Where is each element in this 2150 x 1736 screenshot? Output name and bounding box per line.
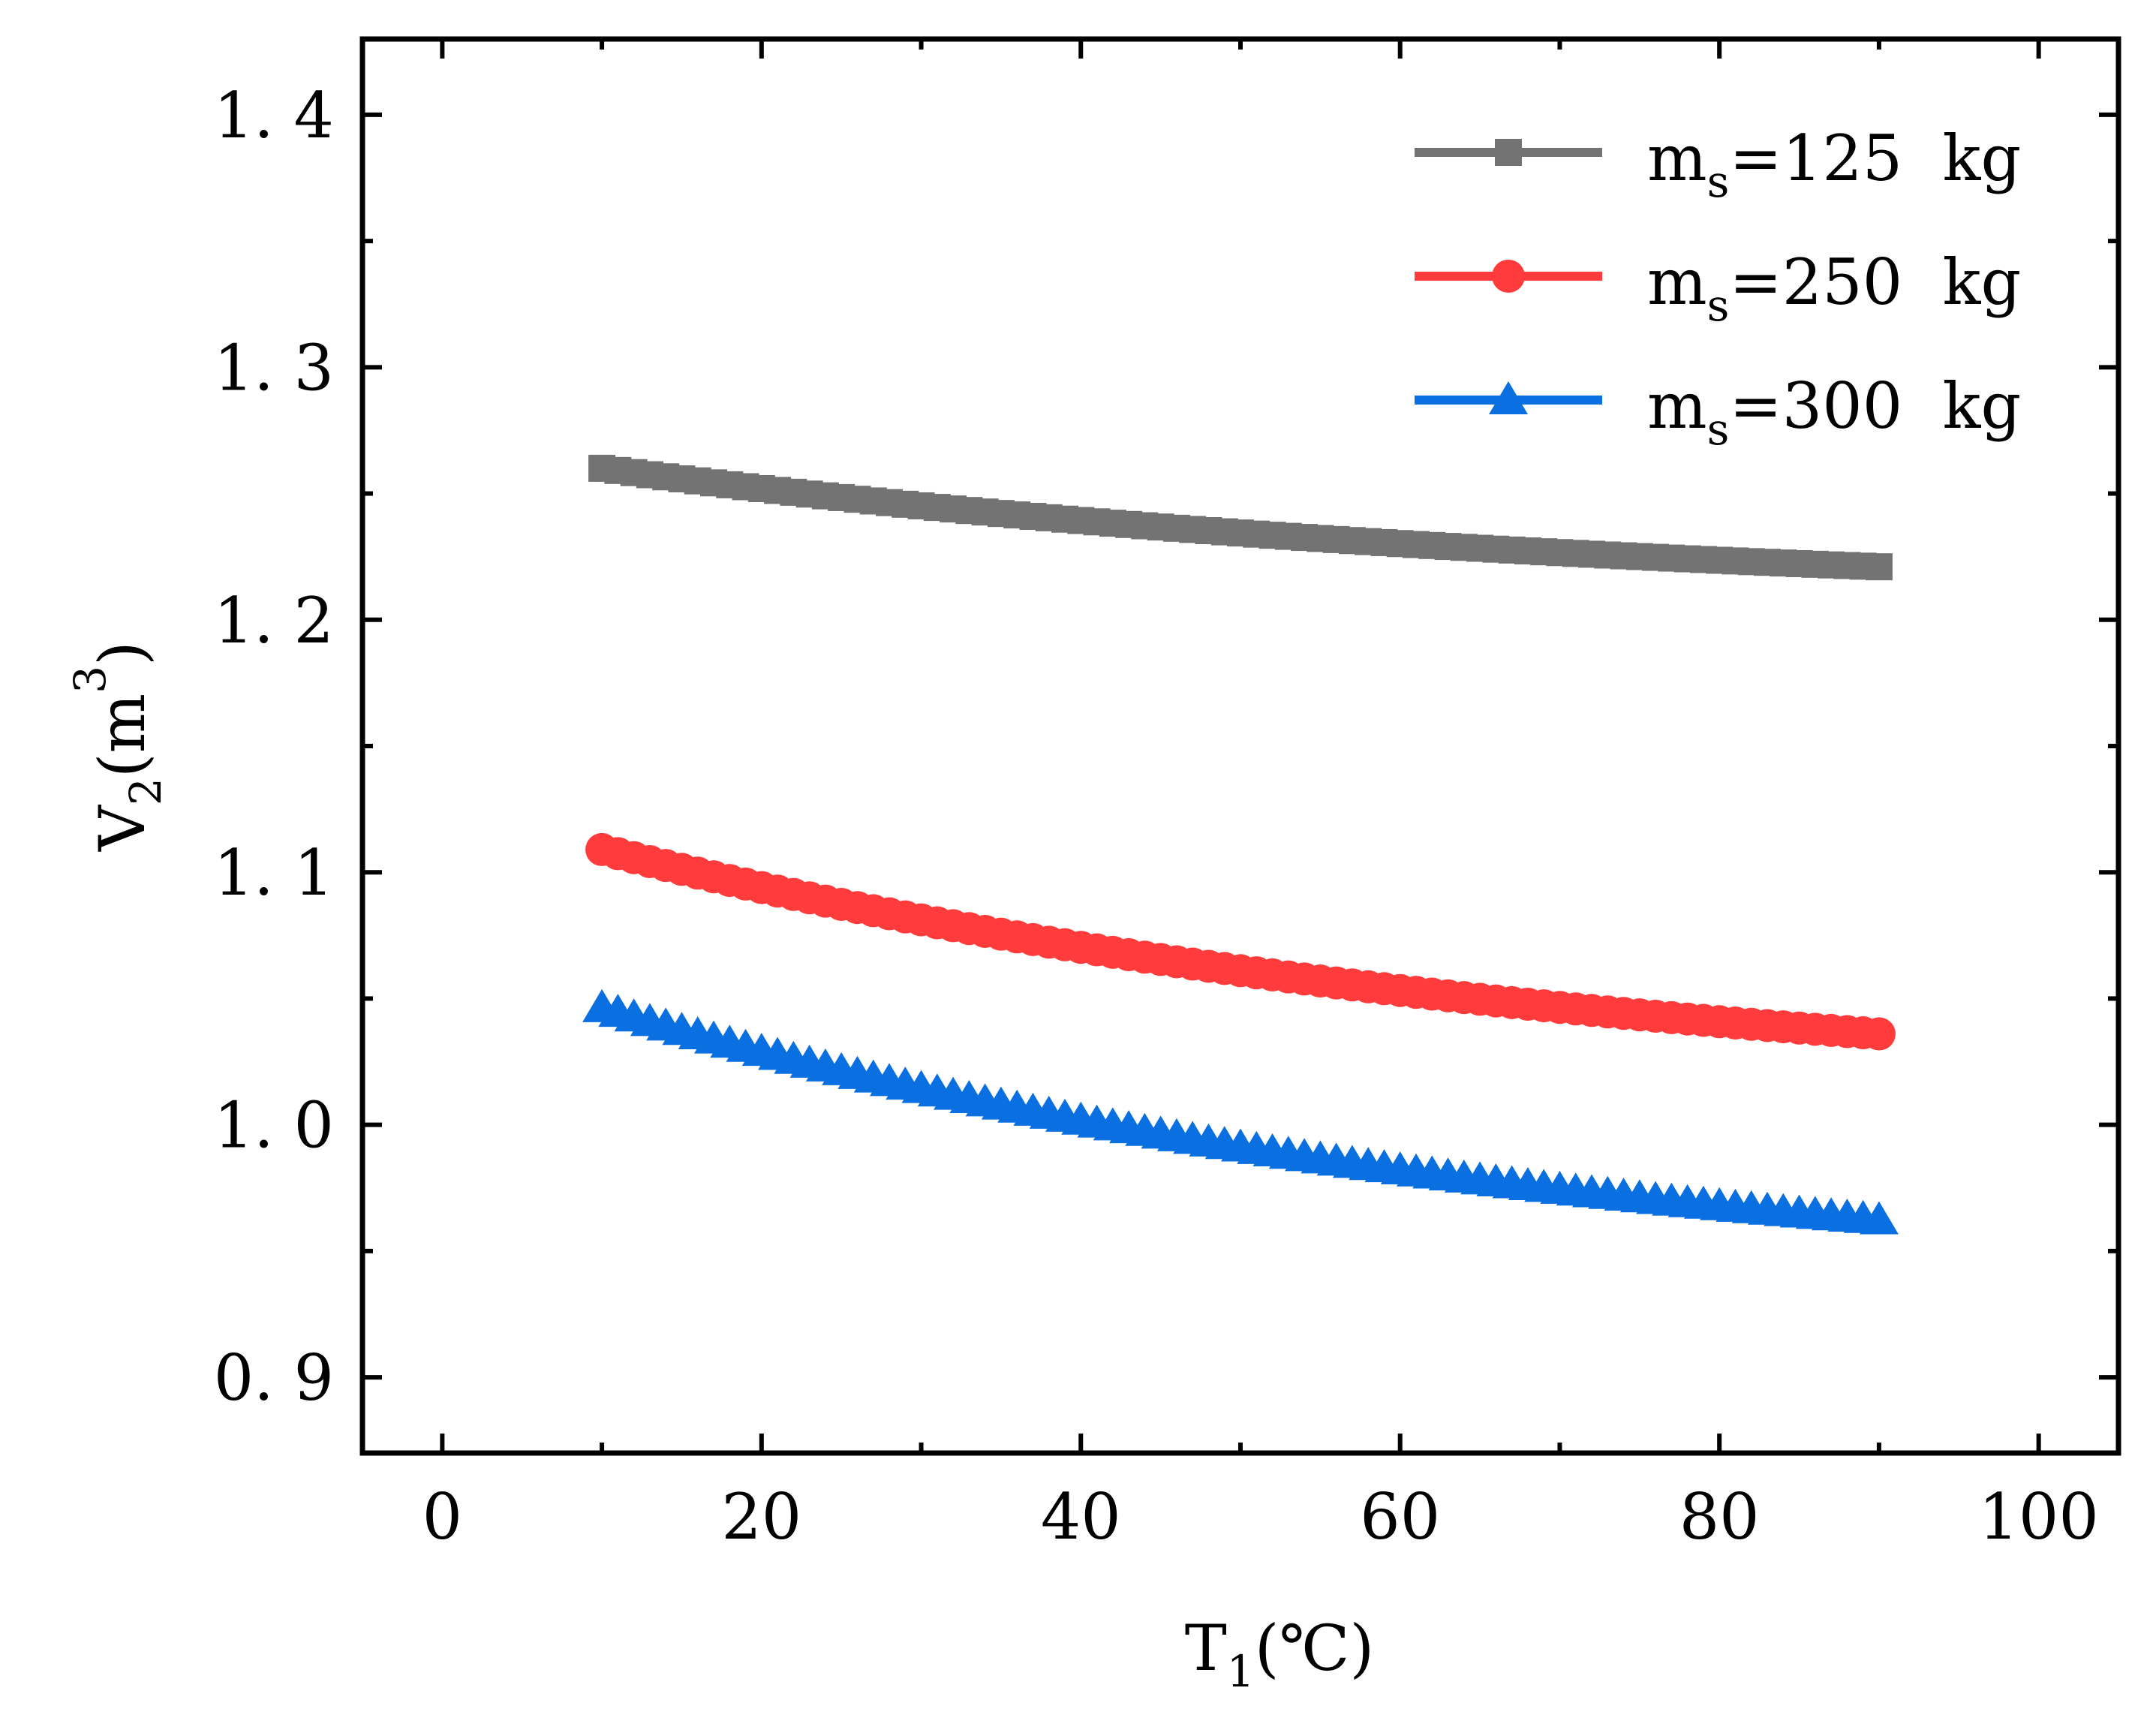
legend-label-300-rest: =300 kg xyxy=(1729,369,2021,443)
legend-label-125-sub: s xyxy=(1707,156,1730,207)
x-axis-title-main: T xyxy=(1185,1611,1227,1685)
x-tick-label: 80 xyxy=(1679,1480,1760,1554)
y-axis-title-sup: 3 xyxy=(65,666,116,693)
marker-circle xyxy=(1862,1017,1896,1051)
legend-item-125: ms=125 kg xyxy=(1415,122,2021,207)
x-tick-label: 100 xyxy=(1978,1480,2098,1554)
legend-item-300: ms=300 kg xyxy=(1415,369,2021,455)
series-layer xyxy=(582,454,1899,1235)
y-axis-title: V2(m3) xyxy=(65,641,171,852)
label-layer: 0 20 40 60 80 100 0. 9 1. 0 1. 1 1. 2 1. 3 1. 4 xyxy=(214,79,2099,1554)
series-1 xyxy=(588,454,1893,581)
x-axis-title: T1(℃) xyxy=(1185,1611,1374,1697)
y-tick-label: 1. 4 xyxy=(214,79,334,152)
series-2 xyxy=(585,832,1896,1051)
x-axis-title-sub: 1 xyxy=(1227,1646,1255,1697)
plot-frame xyxy=(359,36,2121,1456)
x-tick-label: 60 xyxy=(1360,1480,1440,1554)
legend-marker-250 xyxy=(1492,260,1525,293)
legend-label-125: ms=125 kg xyxy=(1647,122,2021,207)
legend-label-300-sub: s xyxy=(1707,404,1730,455)
y-axis-title-main: V xyxy=(86,805,159,852)
series-3 xyxy=(582,988,1899,1235)
legend-label-125-main: m xyxy=(1647,122,1707,195)
legend-label-125-rest: =125 kg xyxy=(1729,122,2021,195)
marker-triangle xyxy=(1859,1201,1899,1235)
legend-label-300-main: m xyxy=(1647,369,1707,443)
x-axis-title-suffix: (℃) xyxy=(1255,1611,1375,1685)
tick-layer xyxy=(362,39,2118,1453)
y-tick-label: 1. 0 xyxy=(214,1089,334,1163)
legend-label-300: ms=300 kg xyxy=(1647,369,2021,455)
legend-marker-300 xyxy=(1489,381,1528,414)
legend-label-250-sub: s xyxy=(1707,280,1730,331)
legend-label-250-rest: =250 kg xyxy=(1729,245,2021,319)
y-tick-label: 1. 3 xyxy=(214,331,334,405)
x-tick-label: 40 xyxy=(1041,1480,1121,1554)
y-tick-label: 0. 9 xyxy=(214,1341,334,1415)
y-axis-title-sub: 2 xyxy=(120,778,171,805)
legend-label-250: ms=250 kg xyxy=(1647,245,2021,331)
y-tick-label: 1. 1 xyxy=(214,836,334,910)
legend-item-250: ms=250 kg xyxy=(1415,245,2021,331)
x-tick-label: 20 xyxy=(721,1480,801,1554)
legend-marker-125 xyxy=(1495,139,1522,166)
y-axis-title-unit-open: (m xyxy=(86,693,159,778)
legend-label-250-main: m xyxy=(1647,245,1707,319)
y-axis-title-unit-close: ) xyxy=(86,641,159,666)
marker-square xyxy=(1865,553,1893,581)
legend: ms=125 kg ms=250 kg ms=300 kg xyxy=(1415,122,2021,455)
y-tick-label: 1. 2 xyxy=(214,584,334,657)
x-tick-label: 0 xyxy=(422,1480,462,1554)
